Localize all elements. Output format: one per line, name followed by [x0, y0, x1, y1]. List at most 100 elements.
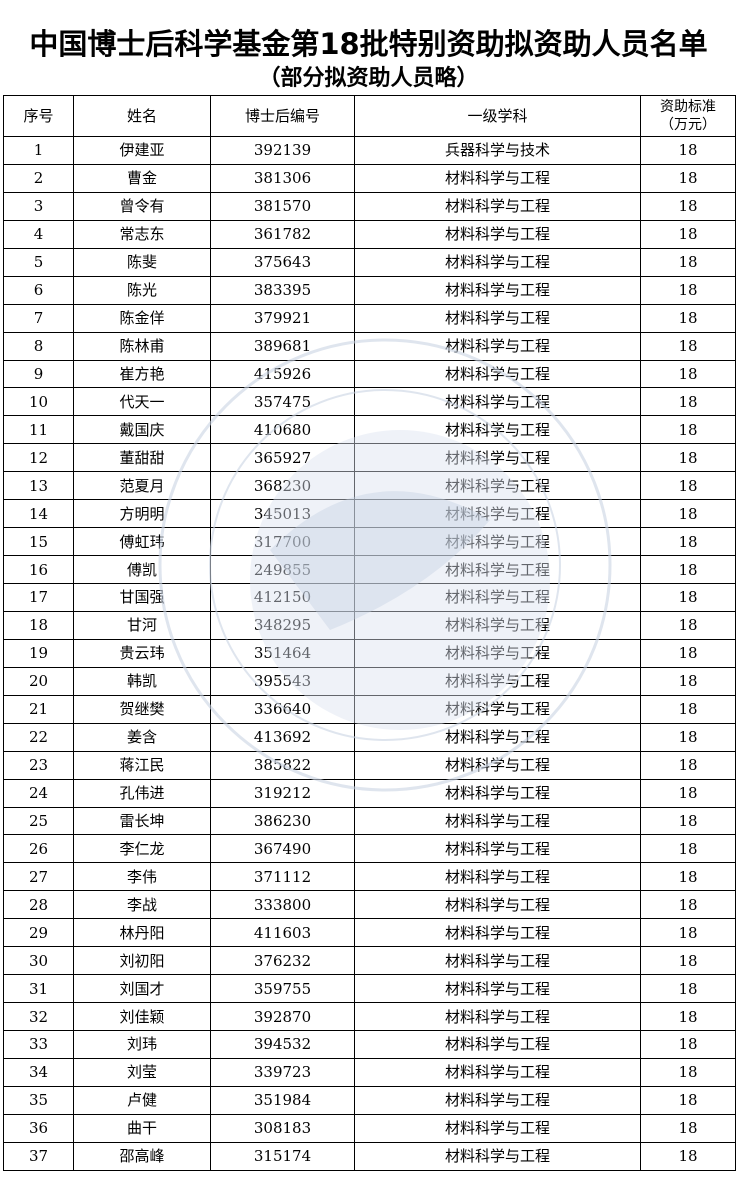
cell-name: 孔伟进 [73, 778, 211, 808]
cell-name: 范夏月 [73, 471, 211, 501]
cell-name: 曾令有 [73, 191, 211, 221]
cell-name: 戴国庆 [73, 415, 211, 445]
cell-discipline: 材料科学与工程 [354, 555, 641, 584]
cell-discipline: 材料科学与工程 [354, 247, 641, 277]
cell-index: 8 [3, 331, 74, 361]
cell-name: 卢健 [73, 1085, 211, 1115]
cell-postdoc-id: 381306 [210, 163, 355, 193]
table-row: 34 刘莹 339723 材料科学与工程 18 [3, 1057, 736, 1087]
cell-discipline: 材料科学与工程 [354, 331, 641, 361]
cell-funding: 18 [640, 1057, 736, 1087]
cell-name: 伊建亚 [73, 136, 211, 165]
cell-name: 傅虹玮 [73, 527, 211, 557]
cell-funding: 18 [640, 1002, 736, 1031]
cell-funding: 18 [640, 275, 736, 305]
cell-postdoc-id: 348295 [210, 610, 355, 640]
cell-postdoc-id: 386230 [210, 806, 355, 836]
cell-postdoc-id: 336640 [210, 694, 355, 724]
table-row: 36 曲干 308183 材料科学与工程 18 [3, 1113, 736, 1143]
table-row: 37 邵高峰 315174 材料科学与工程 18 [3, 1141, 736, 1171]
cell-index: 27 [3, 862, 74, 892]
cell-discipline: 材料科学与工程 [354, 694, 641, 724]
cell-discipline: 材料科学与工程 [354, 806, 641, 836]
cell-name: 姜含 [73, 722, 211, 752]
cell-discipline: 材料科学与工程 [354, 974, 641, 1004]
cell-postdoc-id: 357475 [210, 387, 355, 417]
cell-index: 17 [3, 583, 74, 612]
page-subtitle: （部分拟资助人员略） [258, 66, 479, 91]
cell-name: 代天一 [73, 387, 211, 417]
cell-discipline: 材料科学与工程 [354, 1030, 641, 1059]
cell-funding: 18 [640, 359, 736, 389]
cell-discipline: 材料科学与工程 [354, 1057, 641, 1087]
cell-funding: 18 [640, 722, 736, 752]
cell-postdoc-id: 367490 [210, 834, 355, 864]
cell-postdoc-id: 365927 [210, 443, 355, 473]
cell-funding: 18 [640, 974, 736, 1004]
cell-name: 贵云玮 [73, 638, 211, 668]
cell-postdoc-id: 333800 [210, 890, 355, 920]
page-title: 中国博士后科学基金第18批特别资助拟资助人员名单 [29, 27, 708, 61]
cell-postdoc-id: 375643 [210, 247, 355, 277]
cell-funding: 18 [640, 834, 736, 864]
table-row: 12 董甜甜 365927 材料科学与工程 18 [3, 443, 736, 473]
cell-postdoc-id: 368230 [210, 471, 355, 501]
cell-funding: 18 [640, 610, 736, 640]
table-header-row: 序号 姓名 博士后编号 一级学科 资助标准 （万元） [3, 95, 736, 137]
cell-discipline: 材料科学与工程 [354, 778, 641, 808]
cell-funding: 18 [640, 890, 736, 920]
cell-index: 21 [3, 694, 74, 724]
cell-postdoc-id: 383395 [210, 275, 355, 305]
table-row: 28 李战 333800 材料科学与工程 18 [3, 890, 736, 920]
cell-name: 陈林甫 [73, 331, 211, 361]
cell-postdoc-id: 376232 [210, 946, 355, 976]
cell-index: 30 [3, 946, 74, 976]
cell-funding: 18 [640, 946, 736, 976]
cell-name: 贺继樊 [73, 694, 211, 724]
cell-discipline: 材料科学与工程 [354, 1141, 641, 1171]
table-row: 30 刘初阳 376232 材料科学与工程 18 [3, 946, 736, 976]
header-funding-standard: 资助标准 （万元） [640, 95, 736, 137]
cell-discipline: 材料科学与工程 [354, 834, 641, 864]
cell-postdoc-id: 351464 [210, 638, 355, 668]
cell-name: 陈金佯 [73, 303, 211, 333]
cell-index: 14 [3, 499, 74, 529]
cell-postdoc-id: 361782 [210, 219, 355, 249]
cell-name: 刘初阳 [73, 946, 211, 976]
cell-discipline: 材料科学与工程 [354, 1002, 641, 1031]
table-row: 15 傅虹玮 317700 材料科学与工程 18 [3, 527, 736, 557]
cell-funding: 18 [640, 415, 736, 445]
cell-discipline: 材料科学与工程 [354, 1113, 641, 1143]
table-row: 11 戴国庆 410680 材料科学与工程 18 [3, 415, 736, 445]
cell-index: 20 [3, 666, 74, 696]
table-row: 16 傅凯 249855 材料科学与工程 18 [3, 555, 736, 584]
table-row: 4 常志东 361782 材料科学与工程 18 [3, 219, 736, 249]
table-row: 13 范夏月 368230 材料科学与工程 18 [3, 471, 736, 501]
cell-name: 曹金 [73, 163, 211, 193]
cell-name: 刘国才 [73, 974, 211, 1004]
table-row: 22 姜含 413692 材料科学与工程 18 [3, 722, 736, 752]
cell-funding: 18 [640, 247, 736, 277]
cell-index: 15 [3, 527, 74, 557]
cell-postdoc-id: 394532 [210, 1030, 355, 1059]
table-row: 32 刘佳颖 392870 材料科学与工程 18 [3, 1002, 736, 1031]
header-index: 序号 [3, 95, 74, 137]
table-row: 7 陈金佯 379921 材料科学与工程 18 [3, 303, 736, 333]
cell-name: 李战 [73, 890, 211, 920]
table-row: 26 李仁龙 367490 材料科学与工程 18 [3, 834, 736, 864]
cell-discipline: 材料科学与工程 [354, 666, 641, 696]
cell-funding: 18 [640, 778, 736, 808]
cell-funding: 18 [640, 750, 736, 780]
cell-name: 韩凯 [73, 666, 211, 696]
cell-index: 16 [3, 555, 74, 584]
cell-postdoc-id: 389681 [210, 331, 355, 361]
cell-index: 19 [3, 638, 74, 668]
cell-funding: 18 [640, 862, 736, 892]
cell-discipline: 材料科学与工程 [354, 443, 641, 473]
cell-postdoc-id: 392139 [210, 136, 355, 165]
cell-funding: 18 [640, 163, 736, 193]
cell-name: 甘河 [73, 610, 211, 640]
table-row: 19 贵云玮 351464 材料科学与工程 18 [3, 638, 736, 668]
table-row: 23 蒋江民 385822 材料科学与工程 18 [3, 750, 736, 780]
cell-funding: 18 [640, 806, 736, 836]
